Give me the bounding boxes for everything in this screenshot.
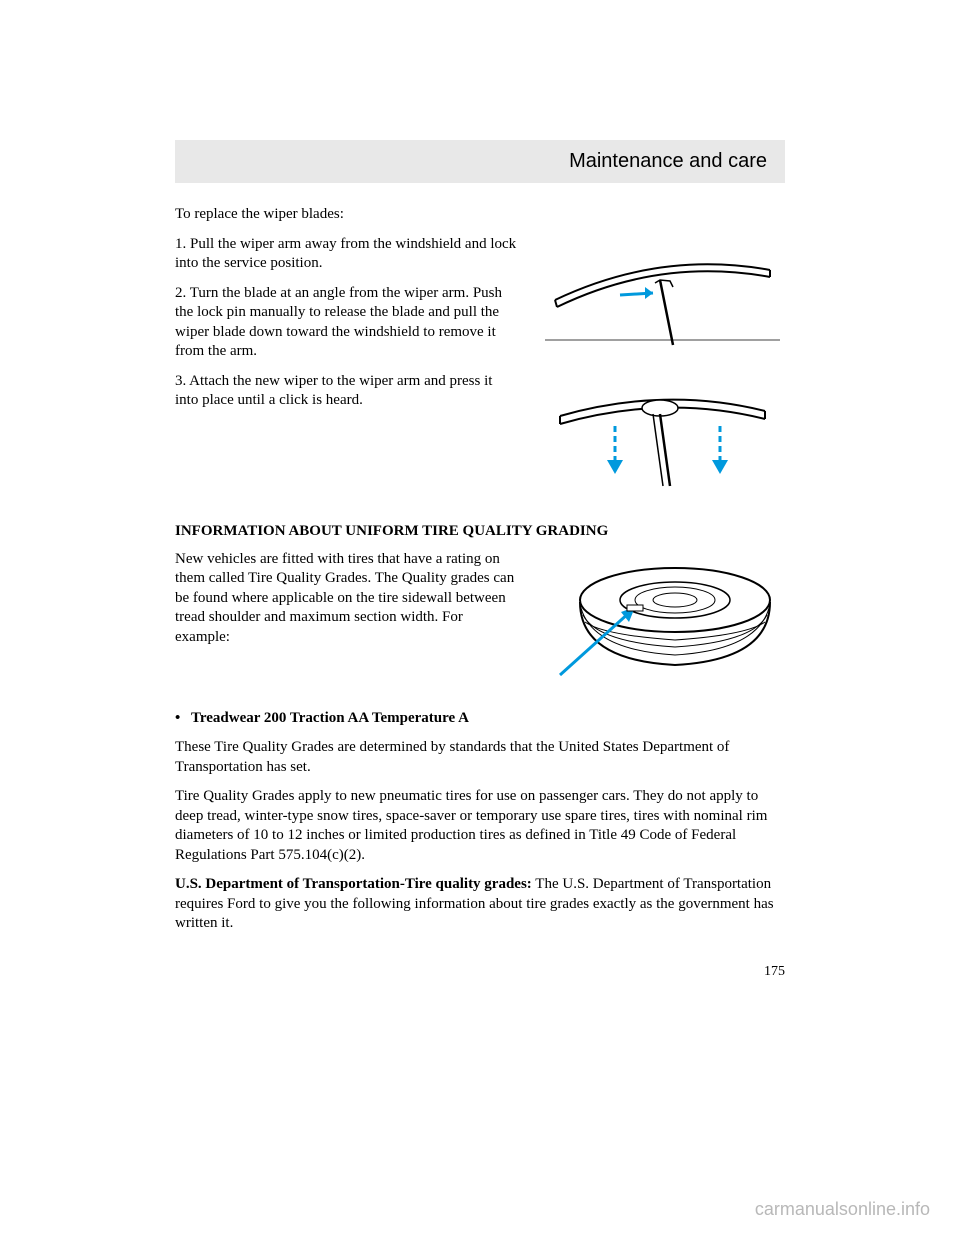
header-title: Maintenance and care — [569, 150, 767, 172]
tire-illustration — [535, 550, 785, 695]
wiper-step-1: 1. Pull the wiper arm away from the wind… — [175, 235, 517, 274]
tire-para-1: New vehicles are fitted with tires that … — [175, 550, 517, 648]
tire-bullet-1: Treadwear 200 Traction AA Temperature A — [175, 709, 785, 729]
tire-para-4: U.S. Department of Transportation-Tire q… — [175, 875, 785, 934]
wiper-step-3: 3. Attach the new wiper to the wiper arm… — [175, 372, 517, 411]
tire-para-2: These Tire Quality Grades are determined… — [175, 738, 785, 777]
page-number: 175 — [175, 964, 785, 980]
watermark: carmanualsonline.info — [755, 1199, 930, 1220]
wiper-illustration-bottom — [535, 366, 785, 501]
wiper-illustration-top — [535, 235, 785, 360]
tire-para-3: Tire Quality Grades apply to new pneumat… — [175, 787, 785, 865]
tire-heading: INFORMATION ABOUT UNIFORM TIRE QUALITY G… — [175, 523, 785, 540]
wiper-intro: To replace the wiper blades: — [175, 205, 785, 225]
section-header: Maintenance and care — [175, 140, 785, 183]
wiper-step-2: 2. Turn the blade at an angle from the w… — [175, 284, 517, 362]
